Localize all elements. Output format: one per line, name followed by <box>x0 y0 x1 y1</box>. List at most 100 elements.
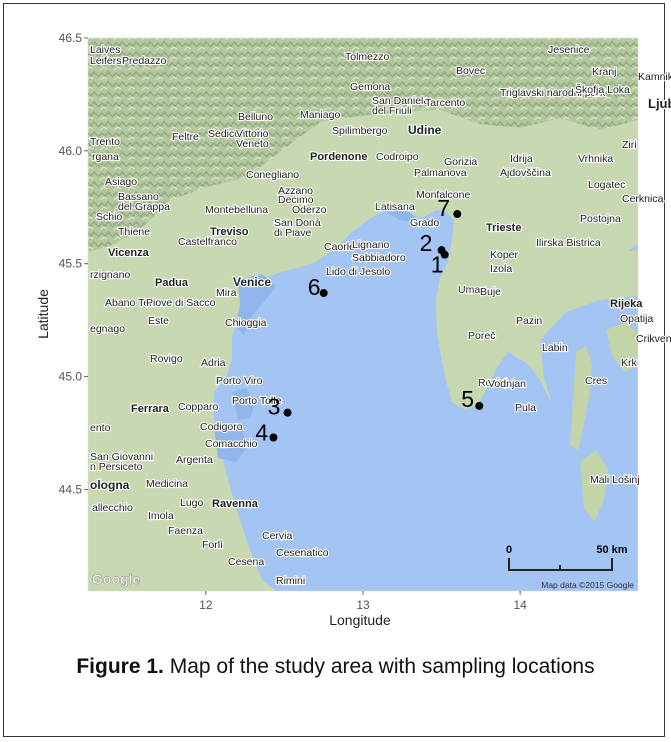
place-label: San Daniele <box>372 95 429 107</box>
site-marker-7 <box>453 210 462 219</box>
place-label: Gorizia <box>444 156 477 168</box>
place-label: Triglavski narodni park <box>500 87 606 99</box>
place-label: Sabbiadoro <box>352 252 406 264</box>
place-label: San Donà <box>274 217 321 229</box>
site-marker-4 <box>269 433 278 442</box>
place-label: Rovinj <box>478 377 507 389</box>
x-tick-label: 14 <box>513 598 527 612</box>
site-label-7: 7 <box>437 195 450 221</box>
place-label: Codigoro <box>200 421 243 433</box>
place-label: Abano Terme <box>105 297 167 309</box>
place-label: Mali Lošinj <box>590 474 640 486</box>
place-label: Ziri <box>622 139 637 151</box>
google-logo: Google <box>92 571 140 587</box>
site-marker-3 <box>283 408 292 417</box>
place-label: Copparo <box>178 401 218 413</box>
place-label: Palmanova <box>414 167 467 179</box>
place-label: Rijeka <box>610 298 643 310</box>
place-label: Porto Tolle <box>232 395 282 407</box>
place-label: Thiene <box>118 226 150 238</box>
place-label: Opatija <box>620 313 653 325</box>
place-label: Caorle <box>324 241 355 253</box>
place-label: Schio <box>96 211 122 223</box>
place-label: ologna <box>90 478 130 492</box>
lagoon-venice <box>236 274 276 336</box>
place-label: Imola <box>148 510 174 522</box>
place-label: Krk <box>621 357 638 369</box>
place-label: Sedico <box>208 128 240 140</box>
place-label: Castelfranco <box>178 236 237 248</box>
place-label: Medicina <box>146 478 188 490</box>
scale-bar-left-label: 0 <box>506 544 512 556</box>
y-tick-label: 46.5 <box>59 31 83 45</box>
place-label: Škofja Loka <box>575 83 630 96</box>
place-label: Piove di Sacco <box>146 297 216 309</box>
scale-bar: 0 50 km <box>506 544 628 571</box>
place-label: Postojna <box>580 213 621 225</box>
place-label: Lignano <box>352 239 390 251</box>
y-tick-label: 46.0 <box>59 144 83 158</box>
scale-bar-right-label: 50 km <box>596 544 627 556</box>
site-label-4: 4 <box>255 420 268 446</box>
place-label: Belluno <box>238 111 273 123</box>
island-losinj <box>580 450 608 522</box>
place-label: San Giovanni <box>90 451 153 463</box>
place-labels: Jesenice Tolmezzo Bovec Kranj Kamnik LaivesLe… <box>89 43 671 588</box>
place-label: Izola <box>490 263 512 275</box>
place-label: Oderzo <box>292 204 327 216</box>
place-label: ento <box>90 422 111 434</box>
place-label: Montebelluna <box>205 204 268 216</box>
place-label: Ferrara <box>131 403 170 415</box>
place-label: Azzano <box>278 185 313 197</box>
grado-lagoon <box>380 208 420 222</box>
place-label: Cres <box>585 375 607 387</box>
place-label: Pazin <box>516 315 542 327</box>
place-label: Chioggia <box>225 317 267 329</box>
place-label: Trento <box>90 136 120 148</box>
place-label: Feltre <box>172 131 199 143</box>
place-label: di Piave <box>274 227 312 239</box>
mountain-relief <box>88 38 638 252</box>
place-label: Koper <box>490 249 519 261</box>
place-label: Pordenone <box>310 151 367 163</box>
y-tick-label: 45.0 <box>59 370 83 384</box>
place-label: Ljubljana <box>648 96 671 111</box>
place-label: Vittorio <box>236 128 269 140</box>
place-label: Mira <box>216 287 237 299</box>
place-label: Adria <box>201 357 226 369</box>
place-label: Decimo <box>278 194 314 206</box>
place-label: del Grappa <box>118 201 170 213</box>
place-label: Argenta <box>176 454 213 466</box>
place-label: Forlì <box>202 539 223 551</box>
figure-caption: Figure 1. Map of the study area with sam… <box>20 652 651 681</box>
place-label: Spilimbergo <box>332 125 388 137</box>
place-label: Cerknica <box>622 193 664 205</box>
place-label: Latisana <box>375 201 415 213</box>
place-label: Conegliano <box>246 169 299 181</box>
place-label: Ravenna <box>212 498 259 510</box>
site-label-3: 3 <box>268 394 281 420</box>
place-label: Cervia <box>262 530 293 542</box>
place-label: Codroipo <box>376 151 419 163</box>
place-label: Cesena <box>228 556 264 568</box>
place-label: Vodnjan <box>488 378 526 390</box>
place-label: Kamnik <box>638 71 671 83</box>
kvarner-sea <box>540 296 638 591</box>
place-label: Comacchio <box>205 438 258 450</box>
x-tick-label: 12 <box>199 598 213 612</box>
x-axis-label: Longitude <box>329 612 391 628</box>
site-marker-5 <box>475 401 484 410</box>
place-label: Porto Viro <box>216 375 263 387</box>
place-label: Vrhnika <box>578 153 613 165</box>
place-label: allecchio <box>92 502 133 514</box>
place-label: Logatec <box>588 179 625 191</box>
place-label: Tolmezzo <box>345 51 390 63</box>
place-label: Este <box>148 315 169 327</box>
place-label: rzignano <box>90 269 130 281</box>
place-label: Cesenatico <box>276 547 329 559</box>
place-label: Monfalcone <box>416 189 470 201</box>
place-label: Labin <box>542 342 568 354</box>
place-label: Grado <box>410 217 439 229</box>
y-tick-label: 45.5 <box>59 257 83 271</box>
